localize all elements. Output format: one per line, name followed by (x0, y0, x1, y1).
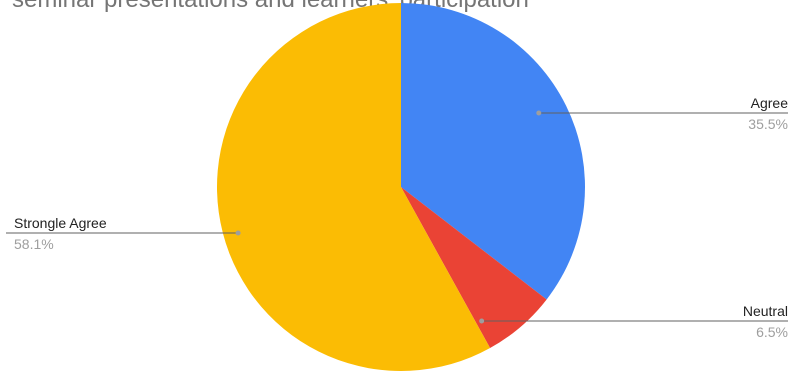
callout-dot-2 (235, 230, 241, 236)
slice-label-1: Neutral (743, 303, 788, 319)
pie-slice-agree (401, 3, 586, 300)
callout-dot-1 (479, 318, 485, 324)
slice-percent-2: 58.1% (14, 236, 54, 252)
slice-percent-1: 6.5% (756, 324, 788, 340)
pie-slice-neutral (401, 187, 547, 349)
slice-label-0: Agree (751, 95, 789, 111)
pie-callouts: Agree 35.5% Neutral 6.5% Strongle Agree 58.1% (6, 95, 788, 340)
pie-slices (217, 3, 586, 371)
callout-dot-0 (536, 110, 542, 116)
slice-percent-0: 35.5% (748, 116, 788, 132)
pie-slice-strongle-agree (217, 3, 491, 371)
slice-label-2: Strongle Agree (14, 215, 107, 231)
